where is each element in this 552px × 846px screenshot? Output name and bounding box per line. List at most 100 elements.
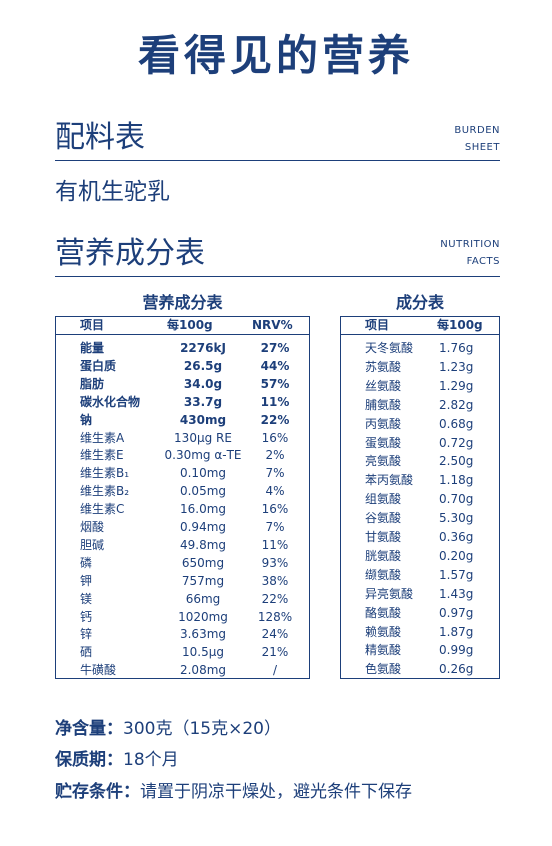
nutrient-nrv: 128% bbox=[257, 609, 293, 624]
page-title: 看得见的营养 bbox=[137, 31, 414, 80]
amino-acid-value: 0.20g bbox=[439, 548, 474, 563]
nutrient-value: 2.08mg bbox=[179, 663, 227, 678]
nutrient-value: 49.8mg bbox=[179, 537, 227, 552]
amino-acid-row: 苯丙氨酸 1.18g bbox=[341, 471, 499, 489]
nutrition-row: 维生素E 0.30mg α-TE 2% bbox=[56, 446, 309, 464]
nutrition-row: 钙 1020mg 128% bbox=[56, 608, 309, 626]
nutrition-section-header: 营养成分表 NUTRITION FACTS bbox=[55, 228, 500, 272]
nutrition-table-title: 营养成分表 bbox=[142, 293, 223, 312]
amino-acid-value: 0.97g bbox=[439, 605, 474, 620]
nutrient-value: 757mg bbox=[181, 573, 225, 588]
nutrition-title: 营养成分表 bbox=[55, 236, 205, 271]
nutrition-row: 维生素B₁ 0.10mg 7% bbox=[56, 464, 309, 482]
nutrition-table: 项目 每100g NRV% 能量 2276kJ 27% 蛋白质 26.5g 44% 脂肪 34… bbox=[55, 316, 310, 679]
amino-acid-row: 谷氨酸 5.30g bbox=[341, 509, 499, 527]
nutrient-nrv: 7% bbox=[265, 520, 285, 534]
amino-acid-value: 0.36g bbox=[439, 530, 474, 544]
burden-en-line1: BURDEN bbox=[454, 125, 500, 136]
nutrient-name: 锌 bbox=[80, 627, 93, 642]
amino-acid-value: 1.18g bbox=[439, 473, 474, 488]
nutrient-name: 碳水化合物 bbox=[80, 394, 141, 409]
amino-acid-name: 甘氨酸 bbox=[365, 530, 402, 544]
amino-acid-row: 异亮氨酸 1.43g bbox=[341, 585, 499, 603]
nutrition-row: 牛磺酸 2.08mg / bbox=[56, 661, 309, 679]
nutrition-row: 脂肪 34.0g 57% bbox=[56, 375, 309, 393]
nutrient-name: 镁 bbox=[80, 591, 93, 606]
amino-acid-name: 脯氨酸 bbox=[365, 397, 402, 412]
nutrition-row: 碳水化合物 33.7g 11% bbox=[56, 393, 309, 411]
shelf-life: 保质期：18个月 bbox=[55, 745, 179, 770]
nutrient-nrv: 11% bbox=[260, 394, 290, 409]
net-content-value: 300克（15克×20） bbox=[123, 719, 281, 739]
ingredient-text: 有机生驼乳 bbox=[55, 179, 170, 205]
nutrition-table-header: 项目 每100g NRV% bbox=[56, 317, 309, 335]
amino-table-header: 项目 每100g bbox=[341, 317, 499, 335]
amino-acid-value: 1.43g bbox=[439, 586, 474, 601]
nutrient-name: 维生素B₁ bbox=[80, 466, 130, 481]
nutrient-value: 2276kJ bbox=[180, 341, 226, 355]
nutrition-row: 维生素C 16.0mg 16% bbox=[56, 500, 309, 518]
amino-acid-value: 0.72g bbox=[439, 435, 474, 450]
amino-acid-name: 丙氨酸 bbox=[365, 416, 402, 431]
nutrient-nrv: 2% bbox=[265, 448, 285, 463]
shelf-life-value: 18个月 bbox=[123, 750, 179, 770]
nutrient-value: 130μg RE bbox=[174, 430, 232, 445]
nutrient-nrv: 93% bbox=[261, 555, 289, 570]
nutrient-nrv: 22% bbox=[261, 591, 289, 606]
nutrient-value: 26.5g bbox=[183, 358, 223, 373]
amino-acid-table: 项目 每100g 天冬氨酸 1.76g 苏氨酸 1.23g 丝氨酸 1.29g 脯氨酸 2.8… bbox=[340, 316, 500, 679]
burden-en-line2: SHEET bbox=[464, 142, 500, 153]
net-content-label: 净含量： bbox=[55, 719, 123, 739]
burden-subtitle: BURDEN SHEET bbox=[454, 122, 500, 156]
amino-acid-value: 1.57g bbox=[439, 567, 474, 582]
amino-acid-row: 赖氨酸 1.87g bbox=[341, 623, 499, 641]
amino-acid-name: 亮氨酸 bbox=[365, 454, 402, 469]
amino-acid-value: 0.68g bbox=[439, 416, 474, 431]
header-per100g: 每100g bbox=[167, 318, 213, 332]
nutrition-row: 镁 66mg 22% bbox=[56, 590, 309, 608]
amino-acid-row: 精氨酸 0.99g bbox=[341, 641, 499, 659]
nutrient-nrv: 11% bbox=[261, 537, 289, 552]
amino-acid-row: 胱氨酸 0.20g bbox=[341, 547, 499, 565]
amino-acid-row: 蛋氨酸 0.72g bbox=[341, 434, 499, 452]
header-nrv: NRV% bbox=[252, 318, 293, 332]
nutrient-nrv: 24% bbox=[261, 627, 289, 642]
header-item: 项目 bbox=[80, 318, 105, 332]
nutrition-row: 钠 430mg 22% bbox=[56, 411, 309, 429]
nutrient-name: 钾 bbox=[80, 573, 93, 588]
nutrient-nrv: 44% bbox=[260, 358, 290, 373]
nutrient-value: 0.05mg bbox=[179, 484, 227, 499]
burden-title: 配料表 bbox=[55, 120, 145, 155]
nutrient-value: 10.5μg bbox=[182, 645, 224, 660]
nutrient-value: 0.30mg α-TE bbox=[164, 448, 242, 463]
nutrient-nrv: 38% bbox=[261, 573, 289, 588]
nutrient-nrv: 16% bbox=[261, 430, 289, 445]
nutrient-nrv: 7% bbox=[265, 466, 285, 481]
nutrition-row: 磷 650mg 93% bbox=[56, 554, 309, 572]
nutrient-name: 胆碱 bbox=[80, 537, 105, 552]
amino-acid-row: 苏氨酸 1.23g bbox=[341, 358, 499, 376]
net-content: 净含量：300克（15克×20） bbox=[55, 714, 281, 739]
amino-acid-row: 亮氨酸 2.50g bbox=[341, 452, 499, 470]
nutrient-name: 脂肪 bbox=[80, 376, 105, 391]
nutrient-value: 0.10mg bbox=[179, 466, 227, 481]
nutrient-name: 钙 bbox=[80, 609, 93, 624]
nutrient-name: 维生素B₂ bbox=[80, 484, 130, 499]
nutrient-value: 34.0g bbox=[183, 376, 223, 391]
amino-acid-row: 丝氨酸 1.29g bbox=[341, 377, 499, 395]
amino-acid-row: 丙氨酸 0.68g bbox=[341, 415, 499, 433]
nutrient-value: 16.0mg bbox=[179, 502, 227, 517]
nutrition-row: 胆碱 49.8mg 11% bbox=[56, 536, 309, 554]
nutrition-row: 能量 2276kJ 27% bbox=[56, 339, 309, 357]
amino-acid-name: 缬氨酸 bbox=[365, 567, 402, 582]
nutrient-name: 能量 bbox=[80, 341, 105, 355]
storage-label: 贮存条件： bbox=[55, 782, 140, 802]
nutrient-nrv: 16% bbox=[261, 502, 289, 517]
amino-acid-value: 2.50g bbox=[439, 454, 474, 469]
nutrition-row: 烟酸 0.94mg 7% bbox=[56, 518, 309, 536]
divider bbox=[55, 276, 500, 277]
nutrient-name: 蛋白质 bbox=[80, 358, 117, 373]
nutrition-en-line1: NUTRITION bbox=[440, 239, 500, 250]
nutrient-name: 硒 bbox=[80, 645, 93, 660]
amino-acid-name: 蛋氨酸 bbox=[365, 435, 402, 450]
